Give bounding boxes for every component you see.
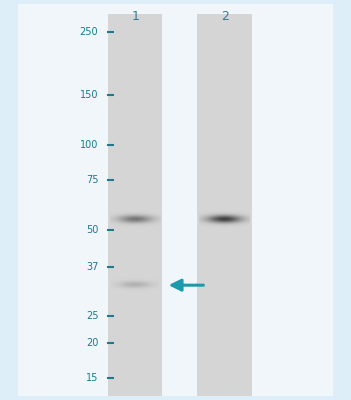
Text: 75: 75 (86, 175, 98, 185)
Bar (108, 14, 162, 396)
Text: 250: 250 (80, 27, 98, 37)
Text: 1: 1 (131, 10, 139, 23)
Text: 37: 37 (86, 262, 98, 272)
Text: 2: 2 (221, 10, 229, 23)
Text: 20: 20 (86, 338, 98, 348)
Text: 25: 25 (86, 310, 98, 320)
Bar (197, 14, 252, 396)
Text: 100: 100 (80, 140, 98, 150)
FancyBboxPatch shape (18, 4, 333, 396)
Text: 15: 15 (86, 373, 98, 383)
Text: 150: 150 (80, 90, 98, 100)
Text: 50: 50 (86, 225, 98, 235)
